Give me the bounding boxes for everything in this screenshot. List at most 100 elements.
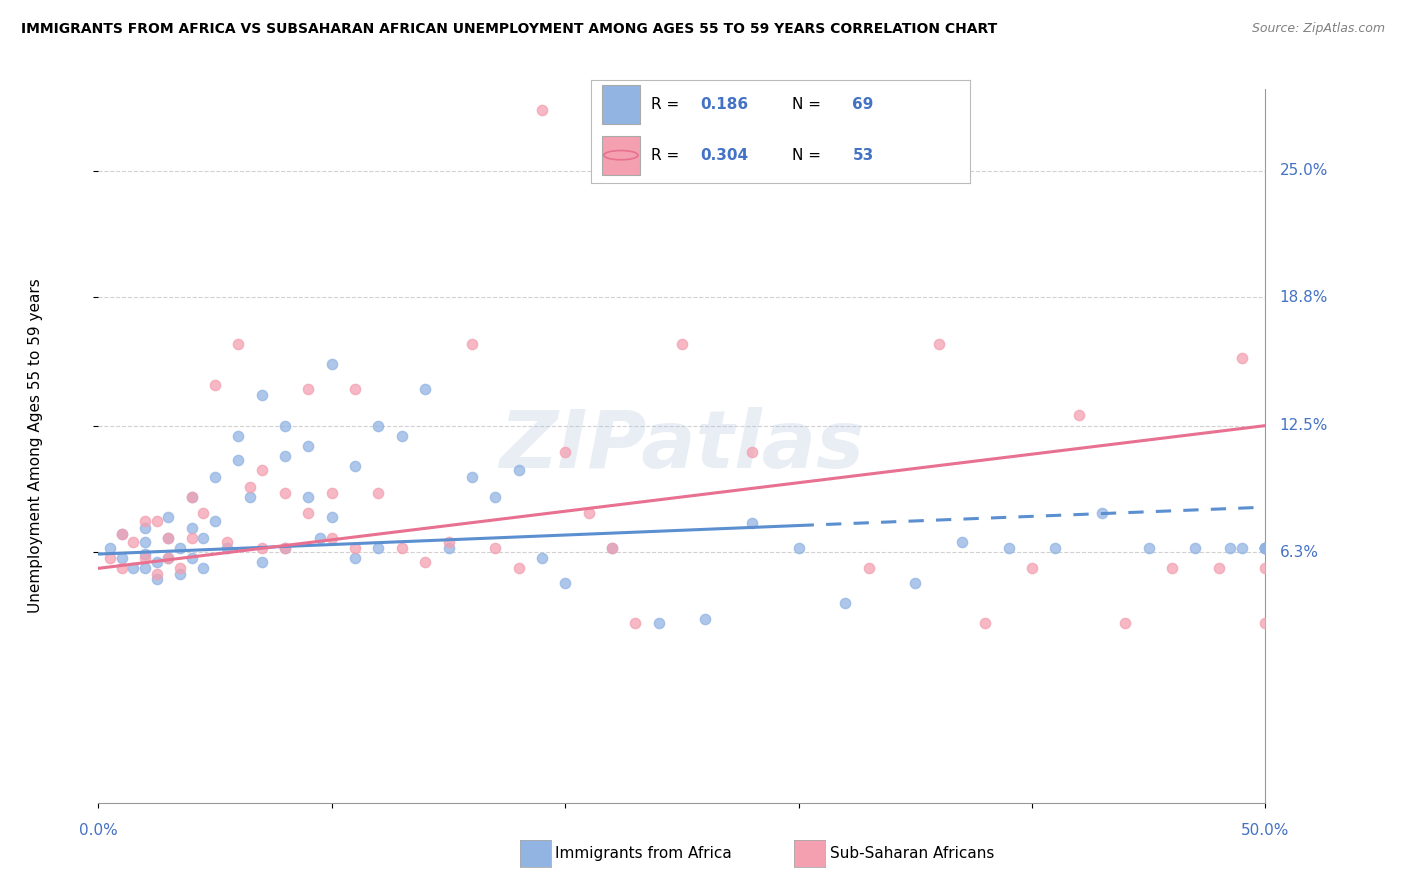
Point — [193, 531, 215, 545]
FancyBboxPatch shape — [602, 136, 640, 175]
Point — [274, 541, 297, 555]
Point — [413, 555, 436, 569]
Point — [111, 551, 134, 566]
Point — [134, 534, 156, 549]
Point — [1219, 541, 1241, 555]
Point — [344, 459, 367, 474]
Point — [1184, 541, 1206, 555]
Point — [367, 541, 389, 555]
Point — [180, 551, 202, 566]
Point — [215, 534, 238, 549]
Text: R =: R = — [651, 97, 685, 112]
Text: 50.0%: 50.0% — [1241, 823, 1289, 838]
Point — [508, 561, 530, 575]
Point — [391, 429, 413, 443]
Point — [1254, 541, 1277, 555]
Point — [741, 516, 763, 531]
Point — [111, 561, 134, 575]
Text: N =: N = — [792, 97, 825, 112]
Point — [250, 463, 273, 477]
Point — [169, 541, 191, 555]
Point — [228, 453, 250, 467]
Point — [1161, 561, 1184, 575]
Point — [834, 596, 856, 610]
Point — [250, 555, 273, 569]
Text: Unemployment Among Ages 55 to 59 years: Unemployment Among Ages 55 to 59 years — [28, 278, 42, 614]
Point — [228, 337, 250, 351]
Text: Source: ZipAtlas.com: Source: ZipAtlas.com — [1251, 22, 1385, 36]
Text: 18.8%: 18.8% — [1279, 290, 1327, 305]
Point — [157, 531, 180, 545]
Point — [367, 418, 389, 433]
Point — [484, 490, 506, 504]
Point — [297, 439, 319, 453]
Point — [554, 575, 576, 590]
Point — [274, 418, 297, 433]
Point — [1091, 506, 1114, 520]
Point — [1230, 351, 1253, 366]
Point — [180, 490, 202, 504]
Point — [250, 541, 273, 555]
Point — [1254, 561, 1277, 575]
Point — [695, 612, 717, 626]
Point — [344, 382, 367, 396]
Point — [461, 469, 484, 483]
Point — [321, 531, 343, 545]
Point — [321, 486, 343, 500]
Point — [274, 541, 297, 555]
Point — [1067, 409, 1090, 423]
Point — [554, 445, 576, 459]
Point — [180, 520, 202, 534]
Point — [193, 561, 215, 575]
Text: ZIPatlas: ZIPatlas — [499, 407, 865, 485]
Text: 25.0%: 25.0% — [1279, 163, 1327, 178]
Point — [624, 616, 647, 631]
Point — [146, 555, 169, 569]
Point — [484, 541, 506, 555]
Point — [741, 445, 763, 459]
Point — [1254, 541, 1277, 555]
Point — [461, 337, 484, 351]
Text: IMMIGRANTS FROM AFRICA VS SUBSAHARAN AFRICAN UNEMPLOYMENT AMONG AGES 55 TO 59 YE: IMMIGRANTS FROM AFRICA VS SUBSAHARAN AFR… — [21, 22, 997, 37]
Point — [508, 463, 530, 477]
Text: Immigrants from Africa: Immigrants from Africa — [555, 847, 733, 861]
Point — [1045, 541, 1067, 555]
Point — [928, 337, 950, 351]
Point — [111, 526, 134, 541]
Point — [215, 541, 238, 555]
Point — [146, 515, 169, 529]
Point — [367, 486, 389, 500]
Point — [437, 541, 460, 555]
Point — [204, 469, 226, 483]
Point — [578, 506, 600, 520]
Point — [1208, 561, 1230, 575]
Point — [157, 531, 180, 545]
Point — [134, 520, 156, 534]
Point — [180, 531, 202, 545]
Point — [309, 531, 332, 545]
Point — [98, 551, 121, 566]
Point — [169, 561, 191, 575]
Point — [600, 541, 623, 555]
Point — [1254, 541, 1277, 555]
Point — [157, 510, 180, 524]
Text: 53: 53 — [852, 148, 873, 162]
Point — [169, 567, 191, 582]
Point — [391, 541, 413, 555]
FancyBboxPatch shape — [602, 86, 640, 124]
Point — [146, 572, 169, 586]
Point — [134, 561, 156, 575]
Point — [321, 510, 343, 524]
Point — [297, 506, 319, 520]
Point — [98, 541, 121, 555]
Point — [239, 490, 262, 504]
Point — [321, 358, 343, 372]
Point — [204, 377, 226, 392]
Text: Sub-Saharan Africans: Sub-Saharan Africans — [830, 847, 994, 861]
Point — [193, 506, 215, 520]
Text: R =: R = — [651, 148, 685, 162]
Point — [122, 561, 145, 575]
Point — [134, 547, 156, 561]
Point — [1137, 541, 1160, 555]
Point — [904, 575, 927, 590]
